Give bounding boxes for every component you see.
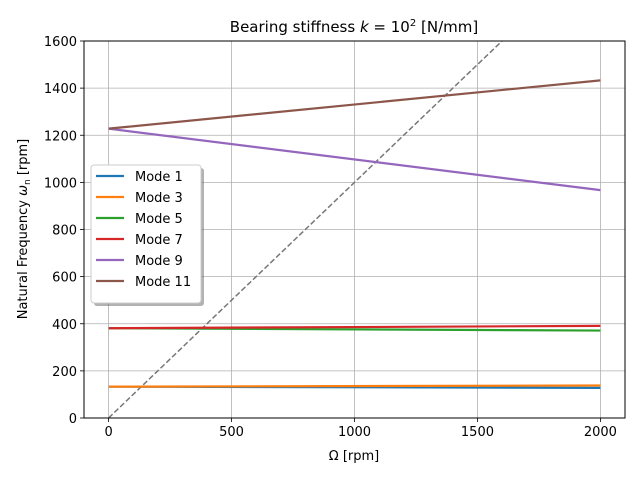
- legend-label: Mode 11: [135, 275, 191, 290]
- y-tick-label: 400: [52, 318, 77, 333]
- y-axis-label: Natural Frequency ωn [rpm]: [16, 139, 33, 320]
- reference-line-group: [108, 40, 503, 419]
- series-group: [108, 79, 601, 389]
- y-tick-label: 1600: [44, 35, 77, 50]
- y-tick-label: 600: [52, 271, 77, 286]
- x-axis-label: Ω [rpm]: [329, 449, 379, 464]
- legend-label: Mode 1: [135, 170, 183, 185]
- y-tick-label: 200: [52, 365, 77, 380]
- x-tick-label: 0: [104, 425, 112, 440]
- legend: Mode 1 Mode 3 Mode 5 Mode 7 Mode 9 Mode 11: [90, 164, 204, 306]
- y-tick-label: 1000: [44, 176, 77, 191]
- x-tick-label: 500: [219, 425, 244, 440]
- y-axis: 0 200 400 600 800 1000 1200 1400 1600: [44, 35, 84, 427]
- legend-frame: [90, 164, 202, 304]
- x-axis: 0 500 1000 1500 2000: [104, 418, 617, 440]
- legend-label: Mode 5: [135, 212, 183, 227]
- y-tick-label: 0: [69, 412, 77, 427]
- chart-title: Bearing stiffness k = 102 [N/mm]: [230, 18, 478, 36]
- series-line-mode-9: [108, 127, 601, 192]
- reference-dashed-line: [108, 40, 503, 419]
- y-tick-label: 800: [52, 224, 77, 239]
- series-line-mode-7: [108, 324, 601, 330]
- legend-label: Mode 7: [135, 233, 183, 248]
- legend-label: Mode 3: [135, 191, 183, 206]
- legend-label: Mode 9: [135, 254, 183, 269]
- series-line-mode-11: [108, 79, 601, 130]
- x-tick-label: 1000: [338, 425, 371, 440]
- x-tick-label: 1500: [461, 425, 494, 440]
- x-tick-label: 2000: [584, 425, 617, 440]
- series-line-mode-3: [108, 384, 601, 388]
- y-tick-label: 1400: [44, 82, 77, 97]
- y-tick-label: 1200: [44, 129, 77, 144]
